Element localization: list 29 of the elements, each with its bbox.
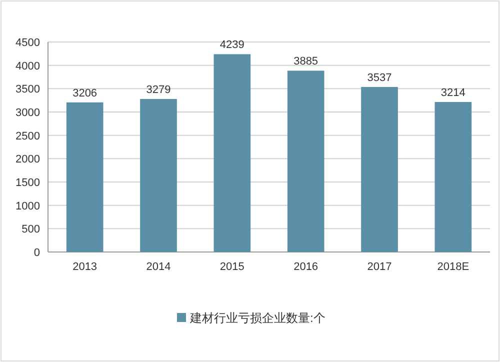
bar	[287, 70, 324, 252]
bar	[214, 54, 251, 252]
x-tick-label: 2017	[367, 261, 392, 273]
y-tick-label: 3500	[16, 84, 40, 96]
y-tick-label: 4000	[16, 60, 40, 72]
x-tick-label: 2018E	[437, 261, 470, 273]
y-tick-label: 500	[22, 224, 40, 236]
data-label: 3279	[146, 84, 171, 96]
data-label: 3206	[72, 87, 98, 100]
y-tick-label: 1000	[16, 200, 40, 212]
bar	[361, 86, 398, 252]
y-tick-label: 0	[34, 247, 40, 259]
y-tick-label: 2000	[16, 154, 40, 166]
y-tick-label: 4500	[16, 37, 40, 49]
x-tick-label: 2014	[146, 261, 171, 273]
bar	[140, 98, 177, 252]
data-label: 3537	[367, 72, 392, 84]
y-tick-label: 2500	[16, 130, 40, 142]
legend-label: 建材行业亏损企业数量:个	[189, 311, 326, 325]
x-tick-label: 2016	[294, 261, 318, 273]
y-tick-label: 1500	[16, 177, 40, 189]
y-tick-label: 3000	[16, 107, 40, 119]
data-label: 4239	[220, 39, 244, 52]
x-tick-label: 2013	[72, 261, 98, 273]
data-label: 3214	[440, 87, 466, 100]
bar	[434, 102, 472, 252]
bar	[66, 102, 104, 252]
x-tick-label: 2015	[220, 261, 244, 273]
data-label: 3885	[294, 56, 318, 68]
